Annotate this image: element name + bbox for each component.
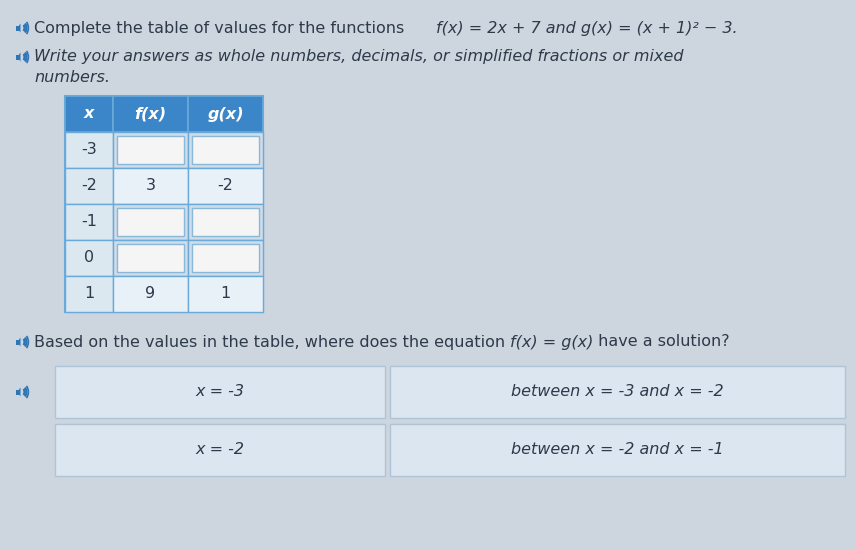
Bar xyxy=(55,424,385,476)
Polygon shape xyxy=(19,338,21,346)
Text: 0: 0 xyxy=(84,250,94,266)
Bar xyxy=(390,424,845,476)
Text: between x = -3 and x = -2: between x = -3 and x = -2 xyxy=(511,384,724,399)
Bar xyxy=(113,204,188,240)
Bar xyxy=(65,96,263,312)
Bar xyxy=(15,25,19,30)
Text: have a solution?: have a solution? xyxy=(593,334,729,349)
Bar xyxy=(65,204,113,240)
Text: Complete the table of values for the functions: Complete the table of values for the fun… xyxy=(34,20,410,36)
Bar xyxy=(55,366,385,418)
Text: f(x) = g(x): f(x) = g(x) xyxy=(510,334,593,349)
Text: -2: -2 xyxy=(217,179,233,194)
Text: Write your answers as whole numbers, decimals, or simplified fractions or mixed: Write your answers as whole numbers, dec… xyxy=(34,50,683,64)
Text: x = -3: x = -3 xyxy=(196,384,245,399)
Text: f(x) = 2x + 7 and g(x) = (x + 1)² − 3.: f(x) = 2x + 7 and g(x) = (x + 1)² − 3. xyxy=(436,20,738,36)
Bar xyxy=(188,204,263,240)
Text: x: x xyxy=(84,107,94,122)
Bar xyxy=(113,168,188,204)
Bar xyxy=(15,339,19,344)
Bar xyxy=(390,366,845,418)
Text: Based on the values in the table, where does the equation: Based on the values in the table, where … xyxy=(34,334,510,349)
Bar xyxy=(117,244,184,272)
Bar xyxy=(117,136,184,164)
Text: numbers.: numbers. xyxy=(34,70,110,85)
Bar xyxy=(188,276,263,312)
Text: f(x): f(x) xyxy=(134,107,167,122)
Bar xyxy=(113,276,188,312)
Bar xyxy=(192,244,259,272)
Bar xyxy=(113,240,188,276)
Bar xyxy=(188,132,263,168)
Bar xyxy=(188,240,263,276)
Bar xyxy=(113,132,188,168)
Polygon shape xyxy=(19,52,21,62)
Bar xyxy=(117,208,184,236)
Text: -3: -3 xyxy=(81,142,97,157)
Text: g(x): g(x) xyxy=(207,107,244,122)
Text: -1: -1 xyxy=(81,214,97,229)
Polygon shape xyxy=(19,388,21,397)
Text: x = -2: x = -2 xyxy=(196,443,245,458)
Polygon shape xyxy=(19,24,21,32)
Bar xyxy=(65,96,113,132)
Bar xyxy=(188,96,263,132)
Bar xyxy=(192,136,259,164)
Bar xyxy=(188,168,263,204)
Bar xyxy=(65,132,113,168)
Bar xyxy=(65,276,113,312)
Bar xyxy=(15,389,19,394)
Bar xyxy=(65,240,113,276)
Text: 1: 1 xyxy=(84,287,94,301)
Text: 3: 3 xyxy=(145,179,156,194)
Bar xyxy=(113,96,188,132)
Text: between x = -2 and x = -1: between x = -2 and x = -1 xyxy=(511,443,724,458)
Bar xyxy=(192,208,259,236)
Bar xyxy=(15,54,19,59)
Text: 1: 1 xyxy=(221,287,231,301)
Text: 9: 9 xyxy=(145,287,156,301)
Bar xyxy=(65,168,113,204)
Text: -2: -2 xyxy=(81,179,97,194)
